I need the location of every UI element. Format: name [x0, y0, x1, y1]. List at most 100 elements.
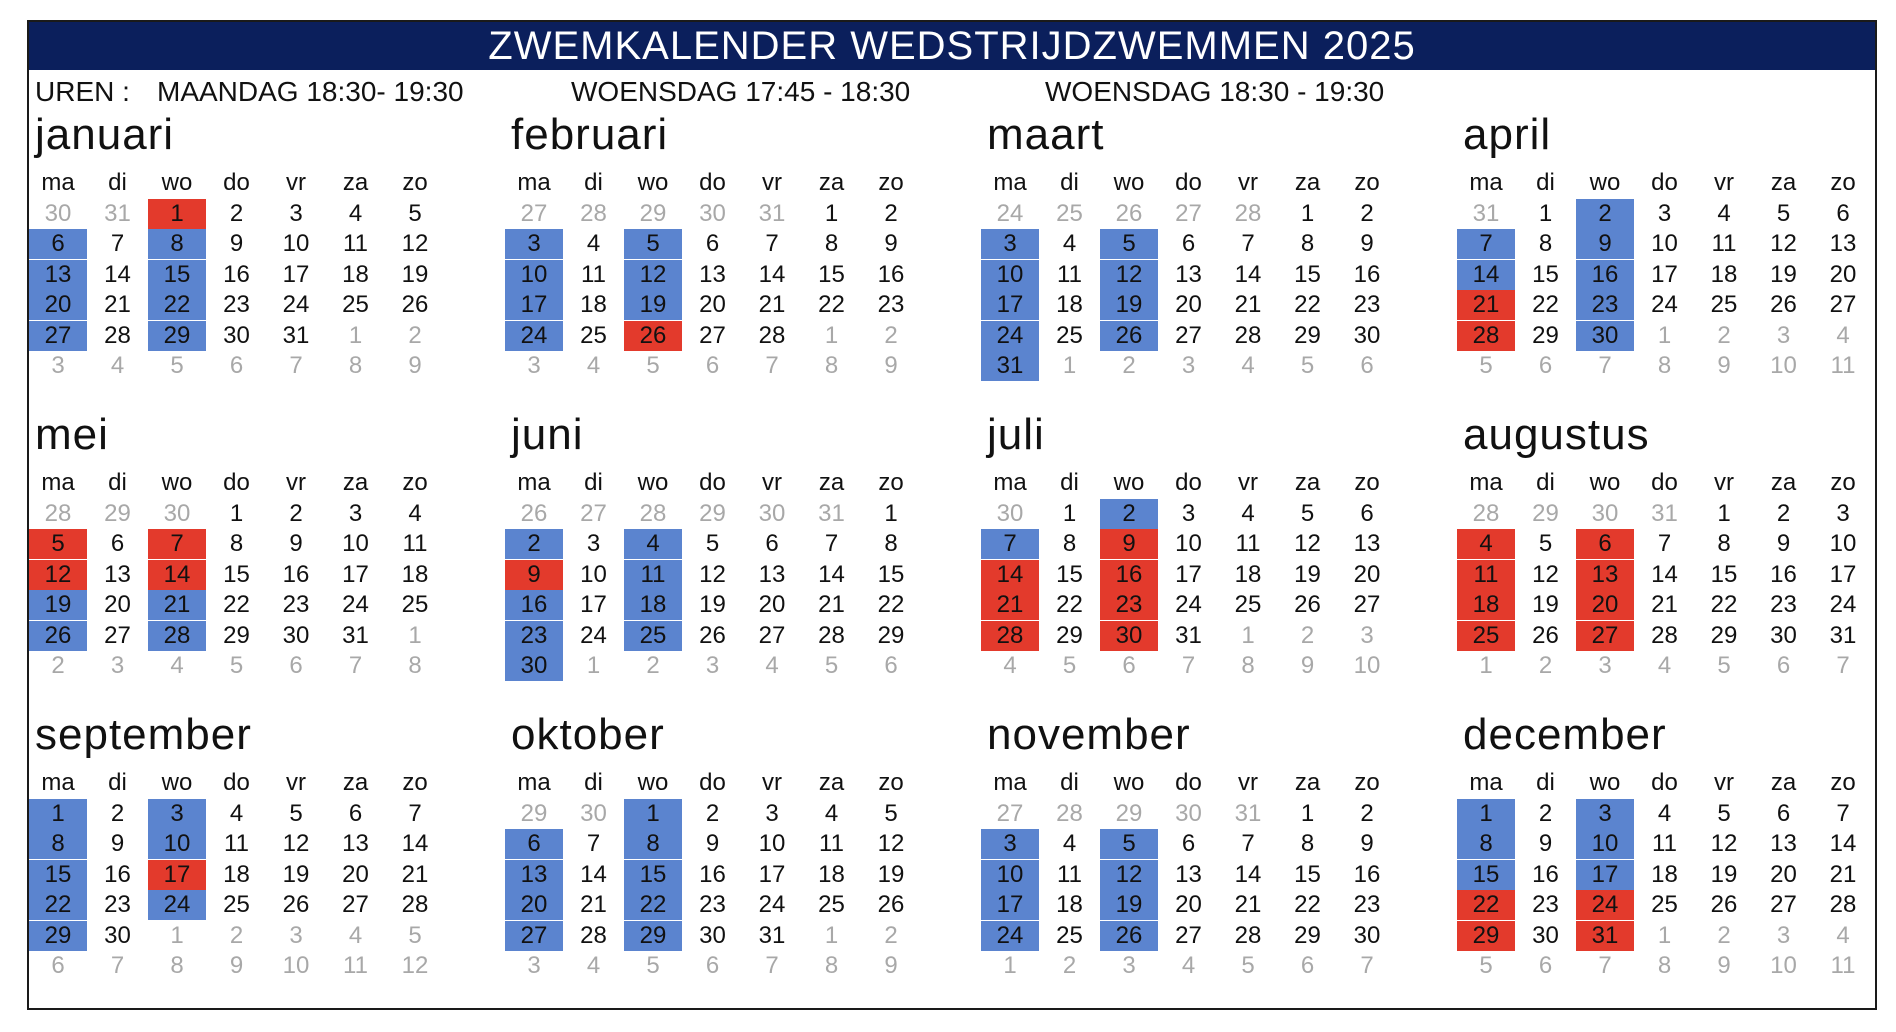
day-cell: 1 — [884, 499, 898, 527]
training-day-cell: 24 — [148, 890, 206, 920]
weekday-header: zo — [1830, 769, 1856, 796]
day-cell: 15 — [1294, 860, 1321, 888]
day-cell: 2 — [110, 799, 125, 827]
no-training-day-cell: 30 — [1100, 620, 1158, 651]
weekday-header: wo — [637, 469, 669, 496]
weekday-header: wo — [1113, 469, 1145, 496]
weekday-header: za — [1294, 169, 1321, 196]
other-month-day-cell: 28 — [1472, 499, 1500, 527]
other-month-day-cell: 9 — [884, 952, 898, 979]
training-day-cell: 5 — [1100, 829, 1158, 859]
training-day-cell: 3 — [1576, 798, 1634, 829]
day-cell: 7 — [586, 830, 601, 857]
weekday-header: do — [223, 769, 250, 796]
other-month-day-cell: 3 — [527, 352, 541, 379]
day-cell: 13 — [1829, 230, 1857, 257]
other-month-day-cell: 31 — [758, 199, 786, 227]
training-day-cell: 10 — [505, 259, 563, 290]
other-month-day-cell: 29 — [520, 799, 548, 827]
training-day-cell: 20 — [505, 890, 563, 920]
other-month-day-cell: 10 — [1353, 652, 1381, 679]
day-cell: 9 — [1776, 530, 1791, 557]
day-cell: 13 — [1770, 830, 1797, 857]
no-training-day-cell: 17 — [148, 859, 206, 890]
day-cell: 21 — [758, 291, 786, 318]
other-month-day-cell: 5 — [1479, 952, 1493, 979]
day-cell: 7 — [824, 530, 839, 557]
day-cell: 27 — [1353, 591, 1381, 618]
training-day-cell: 14 — [1457, 259, 1515, 290]
other-month-day-cell: 26 — [1115, 199, 1143, 227]
other-month-day-cell: 2 — [1300, 621, 1315, 649]
day-cell: 16 — [1770, 560, 1797, 588]
other-month-day-cell: 5 — [1241, 952, 1255, 979]
day-cell: 25 — [401, 591, 429, 618]
day-cell: 17 — [1829, 560, 1857, 588]
weekday-header: ma — [993, 769, 1027, 796]
weekday-header: do — [699, 169, 726, 196]
day-cell: 14 — [818, 560, 845, 588]
day-cell: 15 — [818, 260, 845, 288]
month-name: mei — [35, 410, 109, 459]
day-cell: 4 — [824, 799, 839, 827]
day-cell: 29 — [1532, 321, 1559, 349]
other-month-day-cell: 5 — [646, 952, 660, 979]
training-day-cell: 8 — [29, 829, 87, 859]
training-day-cell: 22 — [624, 890, 682, 920]
day-cell: 19 — [282, 860, 310, 888]
hours-slot-monday: MAANDAG 18:30- 19:30 — [157, 76, 464, 107]
other-month-day-cell: 7 — [289, 352, 303, 379]
day-cell: 25 — [1056, 321, 1083, 349]
day-cell: 28 — [401, 891, 429, 918]
no-training-day-cell: 4 — [1457, 529, 1515, 559]
training-day-cell: 27 — [29, 320, 87, 351]
training-day-cell: 31 — [981, 351, 1039, 381]
day-cell: 1 — [1300, 199, 1315, 227]
weekday-header: ma — [993, 469, 1027, 496]
weekday-header: ma — [517, 169, 551, 196]
day-cell: 9 — [110, 830, 125, 857]
other-month-day-cell: 2 — [1122, 352, 1136, 379]
other-month-day-cell: 29 — [1115, 799, 1143, 827]
day-cell: 14 — [1829, 830, 1857, 857]
weekday-header: zo — [1354, 469, 1380, 496]
day-cell: 15 — [1532, 260, 1559, 288]
day-cell: 1 — [229, 499, 244, 527]
day-cell: 3 — [1657, 199, 1672, 227]
day-cell: 9 — [1360, 830, 1374, 857]
day-cell: 16 — [1353, 860, 1381, 888]
day-cell: 18 — [580, 291, 607, 318]
other-month-day-cell: 6 — [884, 652, 898, 679]
training-day-cell: 28 — [148, 620, 206, 651]
day-cell: 4 — [408, 499, 422, 527]
day-cell: 8 — [1538, 230, 1553, 257]
other-month-day-cell: 12 — [401, 952, 429, 979]
day-cell: 9 — [1360, 230, 1374, 257]
day-cell: 12 — [282, 830, 310, 857]
weekday-header: vr — [762, 769, 782, 796]
other-month-day-cell: 3 — [527, 952, 541, 979]
day-cell: 5 — [1538, 530, 1553, 557]
weekday-header: vr — [1714, 169, 1734, 196]
weekday-header: ma — [993, 169, 1027, 196]
day-cell: 23 — [1353, 891, 1381, 918]
day-cell: 27 — [104, 621, 131, 649]
other-month-day-cell: 8 — [1657, 952, 1672, 979]
other-month-day-cell: 2 — [408, 321, 422, 349]
day-cell: 28 — [1234, 921, 1262, 949]
weekday-header: zo — [402, 769, 428, 796]
weekday-header: vr — [286, 469, 306, 496]
training-day-cell: 5 — [1100, 229, 1158, 259]
other-month-day-cell: 1 — [408, 621, 422, 649]
day-cell: 28 — [758, 321, 786, 349]
day-cell: 29 — [1710, 621, 1738, 649]
weekday-header: za — [342, 769, 369, 796]
other-month-day-cell: 30 — [758, 499, 786, 527]
weekday-header: di — [1060, 169, 1079, 196]
day-cell: 12 — [1770, 230, 1797, 257]
training-day-cell: 10 — [1576, 829, 1634, 859]
other-month-day-cell: 4 — [1836, 921, 1850, 949]
day-cell: 17 — [342, 560, 369, 588]
day-cell: 4 — [1062, 830, 1077, 857]
weekday-header: do — [1651, 169, 1678, 196]
